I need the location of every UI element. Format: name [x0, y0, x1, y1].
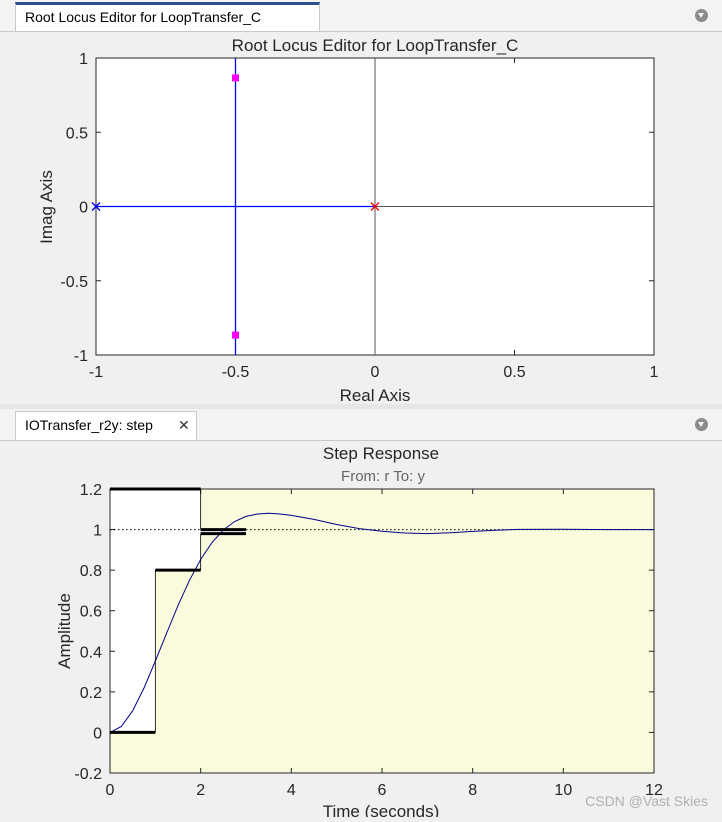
y-tick-label: 1.2: [80, 482, 102, 499]
pole-x-stroke: [91, 202, 101, 211]
pole-x-stroke: [370, 202, 380, 211]
x-tick-label: -0.5: [222, 364, 250, 381]
closed-loop-pole-marker[interactable]: [232, 74, 239, 82]
closed-loop-pole-marker[interactable]: [232, 331, 239, 339]
x-tick-label: 12: [645, 782, 663, 799]
constraint-region: [200, 529, 246, 535]
x-tick-label: 0: [371, 364, 380, 381]
x-tick-label: 6: [378, 782, 387, 799]
x-tick-label: 10: [554, 782, 572, 799]
root-locus-xlabel: Real Axis: [340, 386, 411, 404]
step-ylabel: Amplitude: [55, 593, 74, 669]
panel-menu-button[interactable]: [695, 418, 708, 431]
step-subtitle: From: r To: y: [341, 468, 425, 485]
y-tick-label: 0.2: [80, 685, 102, 702]
tab-root-locus-editor[interactable]: Root Locus Editor for LoopTransfer_C: [15, 2, 320, 31]
step-response-panel: IOTransfer_r2y: step ✕ Step Response Fro…: [0, 409, 722, 821]
step-xlabel: Time (seconds): [323, 802, 440, 817]
x-tick-label: 4: [287, 782, 296, 799]
constraint-region: [155, 570, 201, 773]
root-locus-plot[interactable]: Root Locus Editor for LoopTransfer_C -1-…: [0, 32, 722, 405]
x-tick-label: 0: [106, 782, 115, 799]
constraint-region: [200, 489, 654, 773]
y-tick-label: 0.5: [66, 125, 88, 142]
x-tick-label: 1: [650, 364, 659, 381]
y-tick-label: 1: [93, 523, 102, 540]
x-tick-label: -1: [89, 364, 103, 381]
y-tick-label: 1: [79, 51, 88, 68]
x-tick-label: 0.5: [503, 364, 525, 381]
watermark: CSDN @Vast Skies: [585, 793, 708, 809]
tab-iotransfer-step[interactable]: IOTransfer_r2y: step ✕: [15, 411, 197, 440]
y-tick-label: 0: [93, 725, 102, 742]
constraint-region: [110, 732, 156, 773]
panel-splitter[interactable]: [0, 404, 722, 409]
step-title: Step Response: [323, 444, 439, 463]
y-tick-label: -0.5: [60, 274, 88, 291]
root-locus-title: Root Locus Editor for LoopTransfer_C: [232, 36, 519, 55]
y-tick-label: 0.4: [80, 644, 102, 661]
x-tick-label: 8: [468, 782, 477, 799]
step-response-curve: [109, 512, 654, 733]
root-locus-content: Root Locus Editor for LoopTransfer_C -1-…: [0, 32, 722, 405]
y-tick-label: 0: [79, 200, 88, 217]
x-tick-label: 2: [196, 782, 205, 799]
y-tick-label: -0.2: [74, 766, 102, 783]
root-locus-ylabel: Imag Axis: [37, 170, 56, 244]
y-tick-label: 0.8: [80, 563, 102, 580]
tab-root-locus-label: Root Locus Editor for LoopTransfer_C: [25, 9, 262, 25]
root-locus-tabbar: Root Locus Editor for LoopTransfer_C: [0, 0, 722, 32]
tab-step-label: IOTransfer_r2y: step: [25, 417, 153, 433]
open-loop-pole-marker: [370, 202, 380, 211]
close-tab-icon[interactable]: ✕: [178, 417, 190, 433]
step-tabbar: IOTransfer_r2y: step ✕: [0, 409, 722, 441]
open-loop-pole-marker: [91, 202, 101, 211]
y-tick-label: 0.6: [80, 604, 102, 621]
step-content: Step Response From: r To: y 0 2 4 6 8 10 12 1.2…: [0, 441, 722, 821]
panel-menu-button[interactable]: [695, 9, 708, 22]
y-tick-label: -1: [74, 348, 88, 365]
root-locus-panel: Root Locus Editor for LoopTransfer_C Roo…: [0, 0, 722, 405]
step-response-plot[interactable]: Step Response From: r To: y 0 2 4 6 8 10 121.2…: [0, 441, 722, 821]
